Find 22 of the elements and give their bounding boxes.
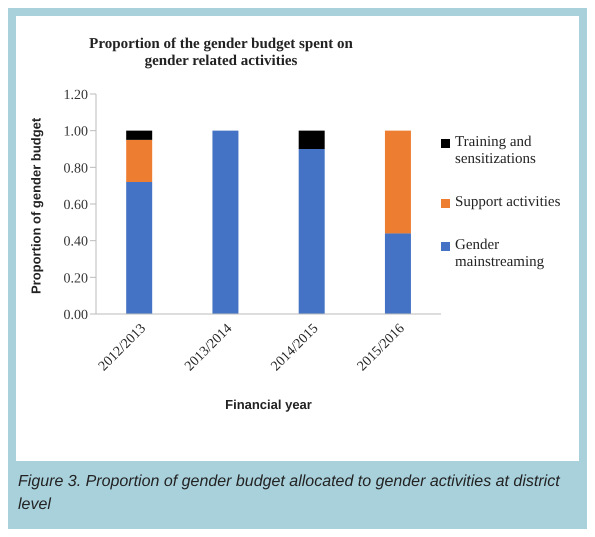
y-tick-label: 0.60	[64, 198, 88, 213]
chart-title: Proportion of the gender budget spent on gender related activities	[88, 36, 354, 70]
bar	[126, 140, 152, 182]
bar	[212, 130, 238, 314]
y-tick-label: 0.20	[64, 271, 88, 286]
legend-label: Training and sensitizations	[455, 134, 537, 168]
y-tick-label: 0.80	[64, 161, 88, 176]
bar	[298, 130, 325, 149]
y-tick-label: 1.20	[64, 88, 88, 103]
bar	[384, 233, 411, 314]
y-tick-label: 0.00	[64, 308, 88, 323]
y-tick-label: 0.40	[64, 234, 88, 250]
y-tick-label: 1.00	[64, 124, 88, 140]
bar	[298, 149, 325, 314]
legend-label: Gender mainstreaming	[455, 237, 546, 271]
bar	[126, 130, 152, 140]
x-axis-title: Financial year	[225, 397, 312, 412]
bar	[126, 182, 152, 314]
legend-label: Support activities	[455, 194, 560, 211]
bar	[384, 130, 411, 234]
y-axis-title: Proportion of gender budget	[28, 117, 44, 294]
caption: Figure 3. Proportion of gender budget allocated to gender activities at district level	[18, 472, 562, 515]
